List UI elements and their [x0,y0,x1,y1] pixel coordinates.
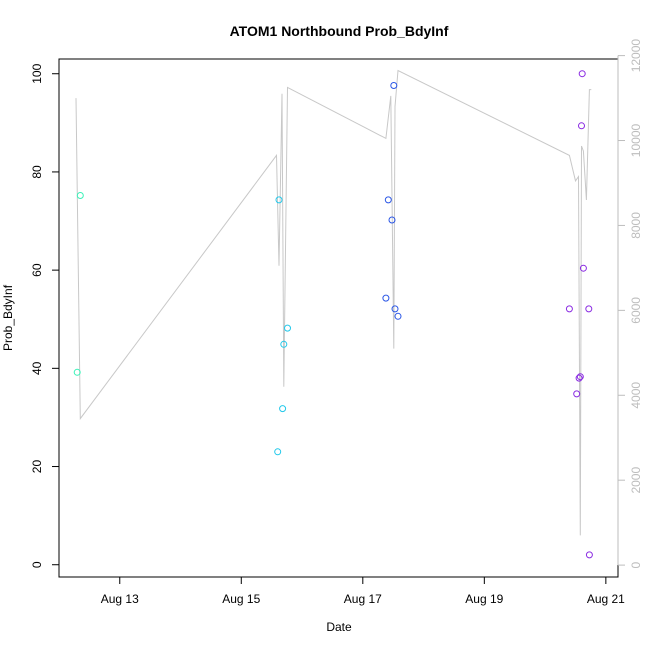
x-tick-label: Aug 21 [587,592,625,606]
y-tick-label: 40 [30,361,44,375]
data-point [565,305,573,313]
data-point [578,70,586,78]
data-point [284,324,291,332]
data-point [388,216,396,224]
data-point [391,305,399,313]
y-tick-label: 60 [30,263,44,277]
x-tick-label: Aug 17 [344,592,382,606]
x-axis: Aug 13 Aug 15 Aug 17 Aug 19 Aug 21 [101,576,625,606]
secondary-series-line [75,69,592,536]
data-point [275,196,283,204]
y-tick-label: 0 [30,561,44,568]
chart-title: ATOM1 Northbound Prob_BdyInf [230,23,449,39]
y-axis: 0 20 40 60 80 100 [30,63,60,568]
y2-tick-label: 4000 [629,382,643,409]
data-point [394,312,402,320]
y2-tick-label: 12000 [629,39,643,73]
y-tick-label: 20 [30,460,44,474]
data-point [579,264,587,272]
y-tick-label: 100 [30,63,44,83]
data-point [279,405,287,413]
secondary-line-layer [75,69,592,536]
data-point [576,373,584,381]
y-tick-label: 80 [30,165,44,179]
data-point [578,122,585,130]
plot-frame [58,58,619,578]
data-point [390,82,398,89]
x-tick-label: Aug 19 [465,592,503,606]
data-point [573,390,581,398]
y2-axis: 0 2000 4000 6000 8000 10000 12000 [617,39,643,568]
data-point [585,305,593,313]
data-point [575,374,583,382]
y-axis-label: Prob_BdyInf [1,284,15,351]
data-point [585,551,593,559]
data-point [280,340,288,348]
y2-tick-label: 8000 [629,212,643,239]
x-axis-label: Date [326,620,352,634]
data-point [73,368,81,376]
y2-tick-label: 0 [629,561,643,568]
data-point [384,196,392,204]
x-tick-label: Aug 15 [222,592,260,606]
y2-tick-label: 6000 [629,297,643,324]
data-point [274,448,282,456]
points-layer [73,70,593,559]
y2-tick-label: 2000 [629,467,643,494]
x-tick-label: Aug 13 [101,592,139,606]
data-point [382,294,390,302]
data-point [76,192,84,199]
y2-tick-label: 10000 [629,124,643,158]
